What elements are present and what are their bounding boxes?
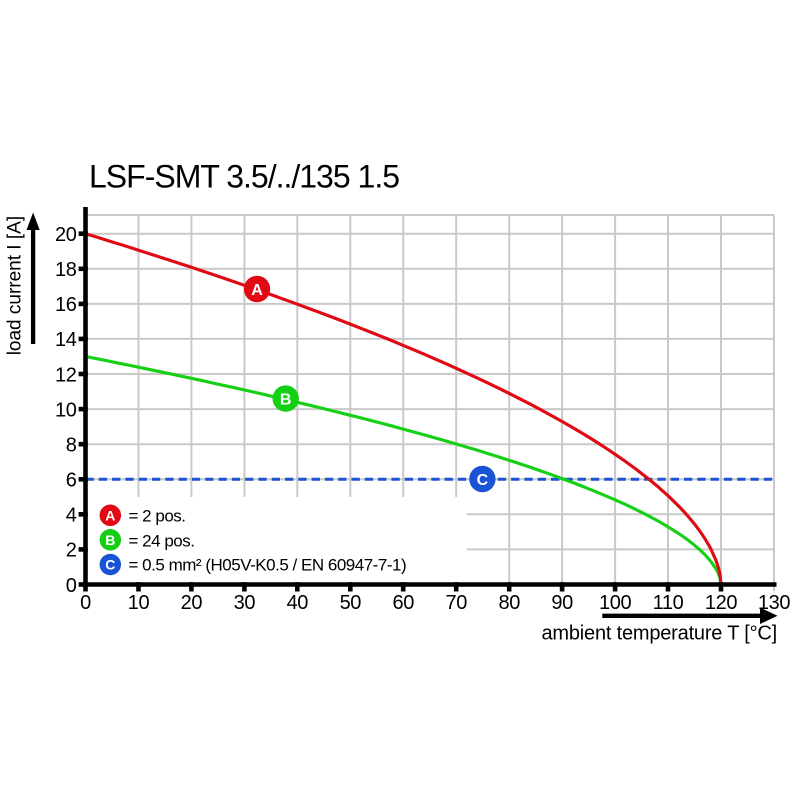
svg-text:20: 20 [55, 224, 77, 246]
svg-text:A: A [105, 507, 115, 523]
svg-text:2: 2 [66, 540, 77, 562]
svg-text:70: 70 [445, 592, 467, 614]
svg-text:60: 60 [392, 592, 414, 614]
svg-text:14: 14 [55, 329, 77, 351]
svg-text:= 24 pos.: = 24 pos. [129, 532, 195, 551]
svg-text:B: B [280, 391, 292, 408]
svg-text:10: 10 [55, 399, 77, 421]
svg-text:12: 12 [55, 364, 77, 386]
svg-text:4: 4 [66, 505, 77, 527]
svg-text:40: 40 [287, 592, 309, 614]
svg-text:B: B [105, 532, 115, 548]
svg-text:= 0.5 mm² (H05V-K0.5 / EN 6094: = 0.5 mm² (H05V-K0.5 / EN 60947-7-1) [129, 555, 407, 574]
svg-text:120: 120 [705, 592, 737, 614]
svg-text:0: 0 [80, 592, 91, 614]
svg-text:80: 80 [498, 592, 520, 614]
svg-text:= 2 pos.: = 2 pos. [129, 507, 186, 526]
svg-text:100: 100 [599, 592, 631, 614]
svg-text:LSF-SMT 3.5/../135 1.5: LSF-SMT 3.5/../135 1.5 [89, 159, 399, 195]
svg-text:ambient temperature T [°C]: ambient temperature T [°C] [541, 623, 777, 645]
svg-text:A: A [251, 282, 263, 299]
svg-text:C: C [477, 472, 489, 489]
svg-text:50: 50 [340, 592, 362, 614]
svg-text:0: 0 [66, 575, 77, 597]
svg-text:90: 90 [551, 592, 573, 614]
svg-text:20: 20 [181, 592, 203, 614]
svg-text:130: 130 [758, 592, 790, 614]
svg-text:16: 16 [55, 294, 77, 316]
svg-text:C: C [105, 557, 115, 573]
svg-text:110: 110 [653, 592, 684, 614]
svg-text:18: 18 [55, 259, 77, 281]
svg-text:10: 10 [128, 592, 150, 614]
svg-text:load current I [A]: load current I [A] [4, 216, 25, 355]
svg-text:6: 6 [66, 470, 77, 492]
svg-text:30: 30 [234, 592, 256, 614]
svg-text:8: 8 [66, 435, 77, 457]
